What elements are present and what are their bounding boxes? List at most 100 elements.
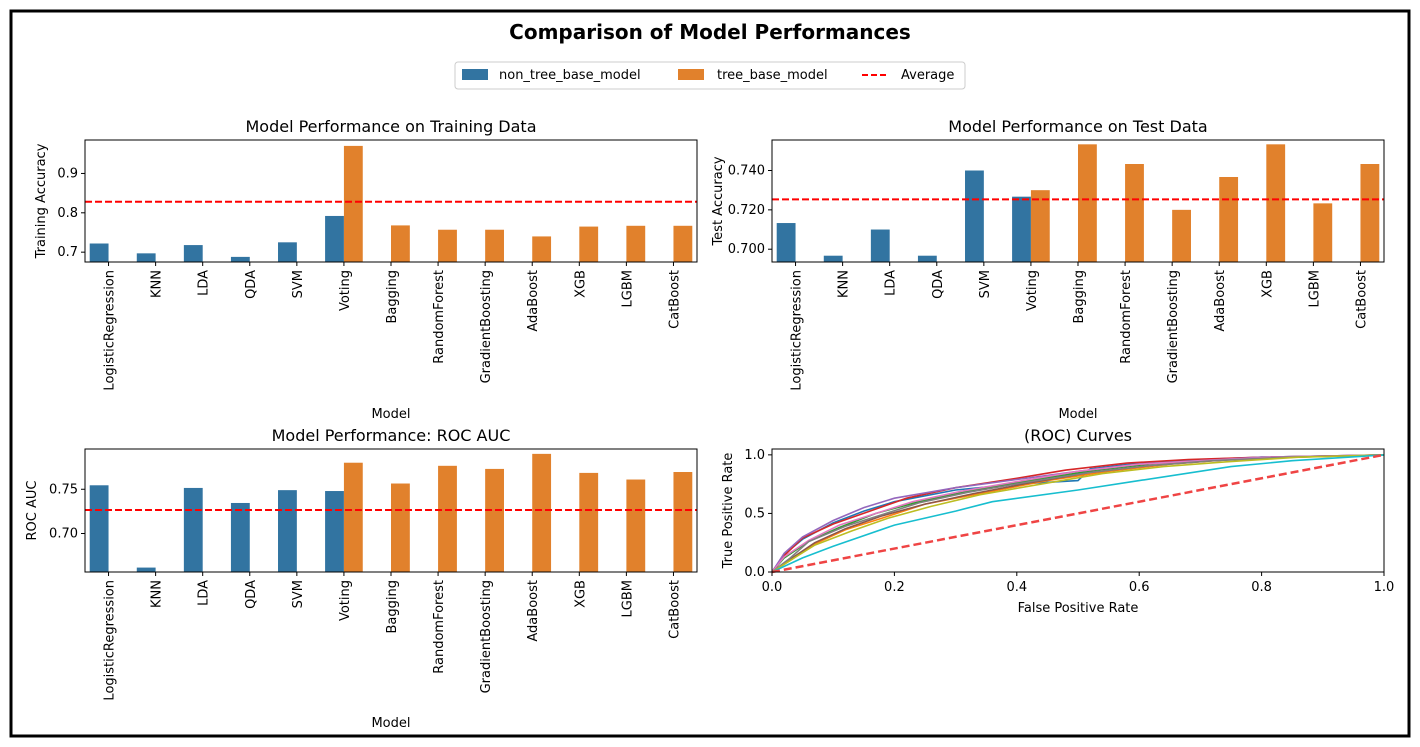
x-tick-label: XGB [573,580,588,608]
bar-Voting-non_tree_base_model [325,215,344,262]
bar-Voting-tree_base_model [1030,190,1050,262]
y-axis-label: ROC AUC [25,481,40,541]
bar-GradientBoosting-tree_base_model [1172,209,1191,262]
roc-curve-9 [771,454,1385,573]
bar-LGBM-tree_base_model [626,479,646,572]
panel-title: (ROC) Curves [1024,426,1132,445]
y-tick-label: 0.5 [744,506,765,521]
y-axis-label: Test Accuracy [711,156,726,246]
x-axis-label: False Positive Rate [1018,601,1139,616]
figure-border [9,9,1411,738]
bar-QDA-non_tree_base_model [230,256,250,262]
x-tick-label: 0.2 [884,580,905,595]
bar-QDA-non_tree_base_model [917,255,937,262]
panel-training-accuracy: Model Performance on Training Data 0.7 0.8… [34,117,698,422]
y-tick-label: 0.740 [728,164,765,179]
y-tick-label: 0.75 [49,482,78,497]
bar-SVM-non_tree_base_model [278,242,297,262]
panel-title: Model Performance: ROC AUC [272,426,511,445]
roc-curve-7 [771,454,1385,573]
y-tick-label: 0.0 [744,565,765,580]
x-tick-label: KNN [150,270,165,298]
chance-diagonal [771,453,1385,574]
bar-KNN-non_tree_base_model [136,253,156,262]
x-tick-label: Voting [338,270,353,311]
legend-label-non-tree: non_tree_base_model [499,68,641,83]
bar-Bagging-tree_base_model [391,483,410,572]
bar-LogisticRegression-non_tree_base_model [89,485,109,572]
y-axis-label: Training Accuracy [34,143,49,259]
bar-LogisticRegression-non_tree_base_model [89,243,109,262]
legend-label-tree: tree_base_model [717,68,828,83]
x-tick-label: 0.6 [1129,580,1150,595]
bar-CatBoost-tree_base_model [673,225,693,262]
x-tick-label: RandomForest [1119,270,1134,364]
x-tick-label: LGBM [620,580,635,617]
x-tick-label: GradientBoosting [1166,270,1181,383]
x-tick-label: AdaBoost [1213,270,1228,332]
bar-AdaBoost-tree_base_model [532,236,552,262]
x-tick-label: LGBM [620,270,635,307]
x-axis-label: Model [371,716,410,731]
bar-SVM-non_tree_base_model [965,170,984,262]
x-tick-label: QDA [244,580,259,609]
bar-LDA-non_tree_base_model [183,245,203,262]
x-tick-label: CatBoost [1354,270,1369,329]
y-tick-label: 0.70 [49,527,78,542]
x-tick-label: 0.8 [1251,580,1272,595]
panel-roc-auc: Model Performance: ROC AUC 0.70 0.75 Logist… [25,426,698,731]
x-tick-label: GradientBoosting [479,270,494,383]
bar-LGBM-tree_base_model [626,225,646,262]
x-tick-label: LDA [884,270,899,296]
roc-curve-10 [771,454,1385,573]
x-tick-label: XGB [1260,270,1275,298]
bar-Bagging-tree_base_model [391,225,410,262]
panel-title: Model Performance on Training Data [245,117,536,136]
bar-RandomForest-tree_base_model [438,229,457,262]
x-tick-label: 0.0 [762,580,783,595]
y-tick-label: 0.700 [728,242,765,257]
x-tick-label: SVM [978,270,993,298]
x-tick-label: LDA [197,580,212,606]
bar-LGBM-tree_base_model [1313,203,1333,262]
x-tick-label: Voting [1025,270,1040,311]
x-axis-label: Model [1058,407,1097,422]
x-tick-label: RandomForest [432,580,447,674]
x-tick-label: SVM [291,270,306,298]
bar-GradientBoosting-tree_base_model [485,229,504,262]
bar-XGB-tree_base_model [1266,144,1286,262]
bar-KNN-non_tree_base_model [823,255,843,262]
bar-CatBoost-tree_base_model [673,472,693,572]
y-tick-label: 0.720 [728,203,765,218]
x-tick-label: 0.4 [1006,580,1027,595]
bar-KNN-non_tree_base_model [136,567,156,572]
legend-swatch-tree [678,69,704,80]
x-tick-label: XGB [573,270,588,298]
bar-RandomForest-tree_base_model [1125,164,1144,262]
legend-frame [454,61,966,90]
x-tick-label: GradientBoosting [479,580,494,693]
bar-AdaBoost-tree_base_model [532,453,552,572]
x-tick-label: LGBM [1307,270,1322,307]
legend-swatch-non-tree [462,69,488,80]
x-tick-label: CatBoost [667,580,682,639]
roc-curve-8 [771,454,1385,573]
x-axis-label: Model [371,407,410,422]
x-tick-label: Voting [338,580,353,621]
x-tick-label: SVM [291,580,306,608]
bar-SVM-non_tree_base_model [278,490,297,572]
y-tick-label: 0.7 [57,245,78,260]
legend-label-average: Average [901,68,954,83]
figure-legend: non_tree_base_model tree_base_model Aver… [454,61,966,90]
y-tick-label: 1.0 [744,448,765,463]
bar-AdaBoost-tree_base_model [1219,176,1239,262]
x-tick-label: QDA [931,270,946,299]
bar-XGB-tree_base_model [579,472,599,572]
x-tick-label: Bagging [385,270,400,324]
panel-test-accuracy: Model Performance on Test Data 0.700 0.720… [711,117,1385,422]
bar-LogisticRegression-non_tree_base_model [776,223,796,262]
y-tick-label: 0.9 [57,166,78,181]
x-tick-label: Bagging [385,580,400,634]
bar-Voting-non_tree_base_model [1012,196,1031,262]
